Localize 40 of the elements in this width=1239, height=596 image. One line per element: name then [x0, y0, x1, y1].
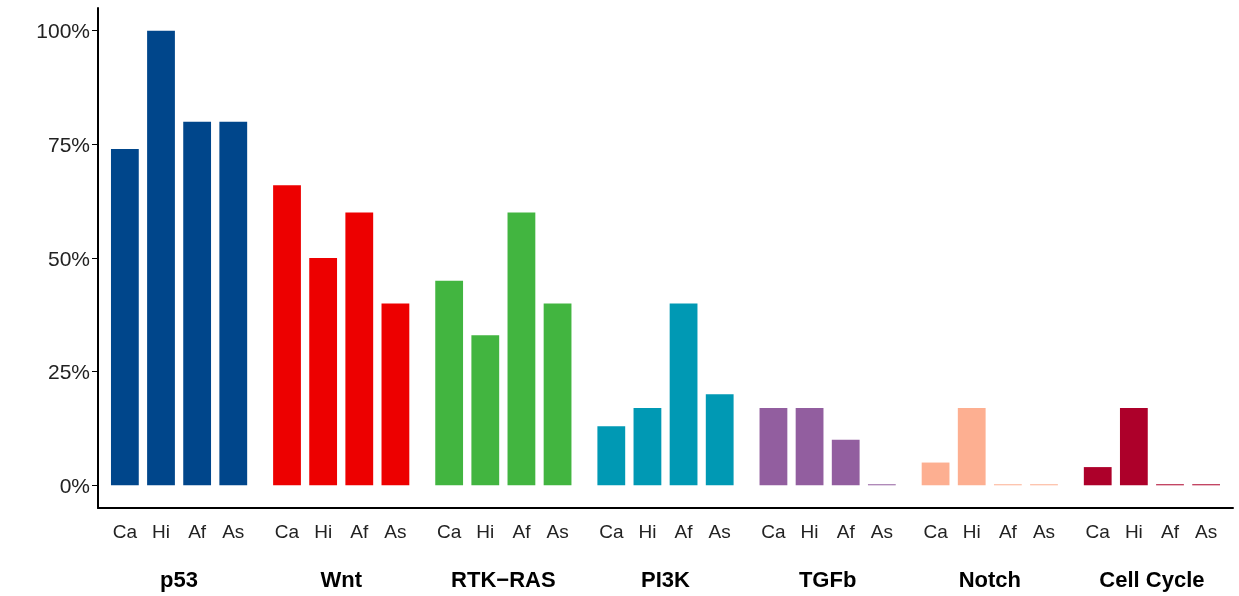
y-tick-label: 50% — [47, 246, 90, 270]
text: Hi — [476, 521, 495, 543]
text: As — [870, 521, 893, 543]
y-tick-label: 100% — [36, 19, 90, 43]
text: Ca — [923, 521, 948, 543]
series-label: Hi — [152, 521, 170, 543]
text: Af — [512, 521, 531, 543]
x-tick-label: RTK−RAS — [451, 566, 556, 592]
text: As — [546, 521, 569, 543]
series-label: As — [222, 521, 245, 543]
x-tick-label: p53 — [160, 566, 199, 592]
text: Hi — [962, 521, 981, 543]
text: Af — [836, 521, 855, 543]
x-tick-label: Notch — [958, 566, 1021, 592]
text: Ca — [761, 521, 786, 543]
text: As — [1032, 521, 1056, 543]
text: As — [384, 521, 407, 543]
text: Af — [674, 521, 693, 543]
text: As — [1195, 521, 1218, 543]
y-tick-label: 0% — [59, 473, 90, 497]
y-tick-label: 25% — [47, 360, 90, 384]
y-tick-label: 75% — [47, 132, 90, 156]
x-tick-label: PI3K — [641, 566, 691, 592]
text: Hi — [800, 521, 819, 543]
text: Af — [1161, 521, 1179, 543]
x-tick-label: Cell Cycle — [1099, 566, 1205, 592]
text: Hi — [314, 521, 333, 543]
x-tick-label: TGFb — [798, 566, 857, 592]
text: Ca — [437, 521, 462, 543]
text: Ca — [1085, 521, 1110, 543]
x-tick-label: Wnt — [320, 566, 363, 592]
series-label: Ca — [112, 521, 138, 543]
text: Hi — [638, 521, 657, 543]
text: Ca — [599, 521, 624, 543]
text: Af — [350, 521, 369, 543]
series-label: Af — [188, 521, 207, 543]
text: Ca — [274, 521, 300, 543]
text: Hi — [1124, 521, 1143, 543]
text: Af — [998, 521, 1017, 543]
text: As — [708, 521, 731, 543]
